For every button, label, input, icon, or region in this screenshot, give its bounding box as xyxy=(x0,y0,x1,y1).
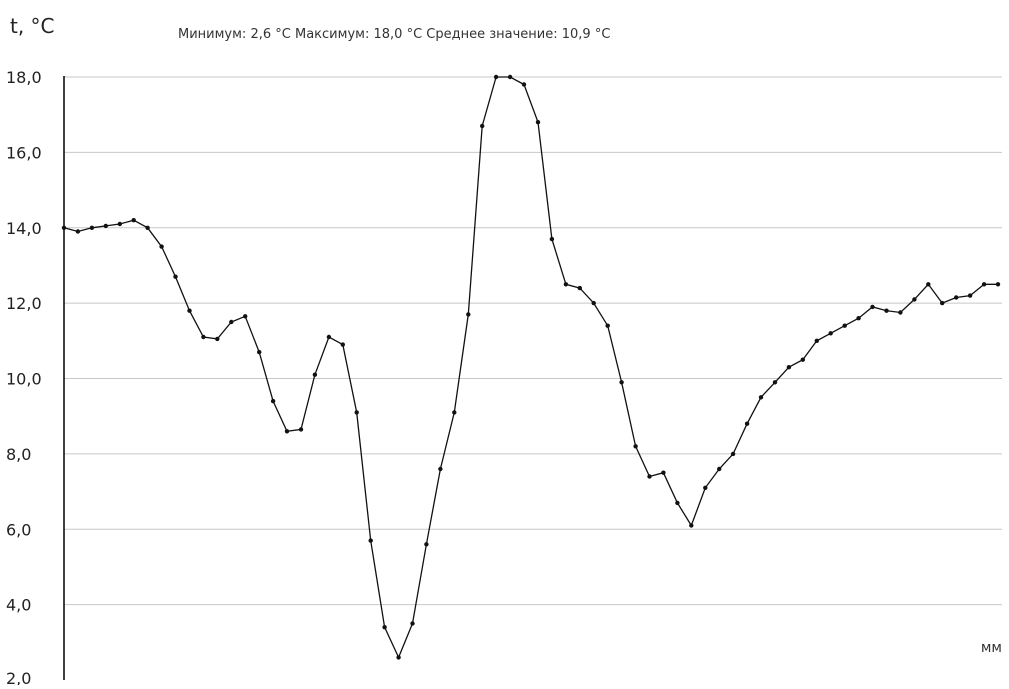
data-point xyxy=(410,621,415,626)
data-point xyxy=(466,312,471,317)
data-point xyxy=(549,236,555,242)
data-point xyxy=(507,74,513,80)
data-point xyxy=(61,225,67,230)
data-point xyxy=(898,310,903,315)
data-point xyxy=(786,365,792,370)
data-point xyxy=(145,225,150,230)
data-point xyxy=(438,466,443,472)
data-point xyxy=(493,74,499,80)
data-point xyxy=(842,323,847,328)
series-line xyxy=(63,76,998,660)
data-point xyxy=(967,293,973,298)
x-axis-label: мм xyxy=(981,640,1002,656)
data-point xyxy=(243,314,248,319)
data-point xyxy=(452,410,457,415)
data-point xyxy=(89,225,95,230)
data-point xyxy=(954,295,959,300)
data-point xyxy=(424,542,429,547)
data-point xyxy=(215,336,220,342)
data-point xyxy=(117,221,123,227)
stats-min-value: 2,6 xyxy=(250,27,271,42)
data-point xyxy=(521,82,527,87)
data-point xyxy=(689,523,694,528)
y-tick-label: 16,0 xyxy=(6,143,42,162)
data-point xyxy=(633,444,638,449)
data-point xyxy=(159,244,164,249)
y-tick-label: 6,0 xyxy=(6,520,31,539)
data-point xyxy=(354,410,359,415)
data-point xyxy=(396,655,401,660)
data-point xyxy=(884,308,889,313)
data-point xyxy=(758,395,764,400)
data-point xyxy=(270,398,276,404)
data-point xyxy=(981,282,987,287)
data-point xyxy=(591,300,596,306)
data-point xyxy=(577,285,582,291)
data-point xyxy=(717,466,722,472)
data-point xyxy=(284,429,290,434)
data-point xyxy=(480,123,485,129)
y-tick-label: 2,0 xyxy=(6,669,31,685)
data-point xyxy=(605,323,610,328)
data-point xyxy=(856,316,861,321)
data-point xyxy=(940,300,945,306)
stats-max-value: 18,0 xyxy=(373,27,402,42)
data-point xyxy=(995,282,1001,287)
data-point xyxy=(75,229,81,234)
stats-mean-label: Среднее значение: xyxy=(426,27,557,42)
data-point xyxy=(675,500,680,506)
data-point xyxy=(661,470,666,475)
stats-max-label: Максимум: xyxy=(295,27,369,42)
data-point xyxy=(772,380,778,385)
stats-max-unit: °C xyxy=(407,27,423,42)
data-point xyxy=(912,297,917,302)
data-point xyxy=(368,538,373,543)
stats-mean-value: 10,9 xyxy=(562,27,591,42)
y-axis-label: t, °C xyxy=(10,14,55,38)
data-point xyxy=(619,380,624,385)
data-point xyxy=(535,120,541,125)
data-point xyxy=(187,308,192,313)
data-point xyxy=(173,274,178,279)
data-point xyxy=(744,421,750,426)
data-point xyxy=(828,331,833,336)
y-tick-label: 18,0 xyxy=(6,68,42,87)
stats-mean-unit: °C xyxy=(595,27,611,42)
data-point xyxy=(340,342,345,347)
data-point xyxy=(814,338,819,343)
data-point xyxy=(870,304,875,310)
y-tick-labels: 18,0 16,0 14,0 12,0 10,0 8,0 6,0 4,0 2,0 xyxy=(6,68,42,688)
y-tick-label: 8,0 xyxy=(6,445,31,464)
data-point xyxy=(131,218,136,223)
data-point xyxy=(647,474,652,479)
data-point xyxy=(312,372,318,377)
grid-lines xyxy=(64,76,1002,606)
data-point xyxy=(229,319,234,325)
data-point xyxy=(326,334,332,340)
data-point xyxy=(730,451,736,457)
data-point xyxy=(257,349,262,355)
data-point xyxy=(382,625,387,630)
stats-min-label: Минимум: xyxy=(178,27,246,42)
y-tick-label: 14,0 xyxy=(6,219,42,238)
data-point xyxy=(703,485,708,490)
data-point xyxy=(298,427,304,432)
y-tick-label: 4,0 xyxy=(6,596,31,615)
data-point xyxy=(926,282,931,287)
stats-min-unit: °C xyxy=(275,27,291,42)
data-point xyxy=(563,282,569,287)
data-point xyxy=(103,223,109,229)
series-temperature xyxy=(61,74,1001,660)
y-tick-label: 12,0 xyxy=(6,294,42,313)
stats-line: Минимум: 2,6 °C Максимум: 18,0 °C Средне… xyxy=(178,27,610,42)
data-point xyxy=(800,357,805,362)
data-point xyxy=(201,334,206,340)
y-tick-label: 10,0 xyxy=(6,370,42,389)
